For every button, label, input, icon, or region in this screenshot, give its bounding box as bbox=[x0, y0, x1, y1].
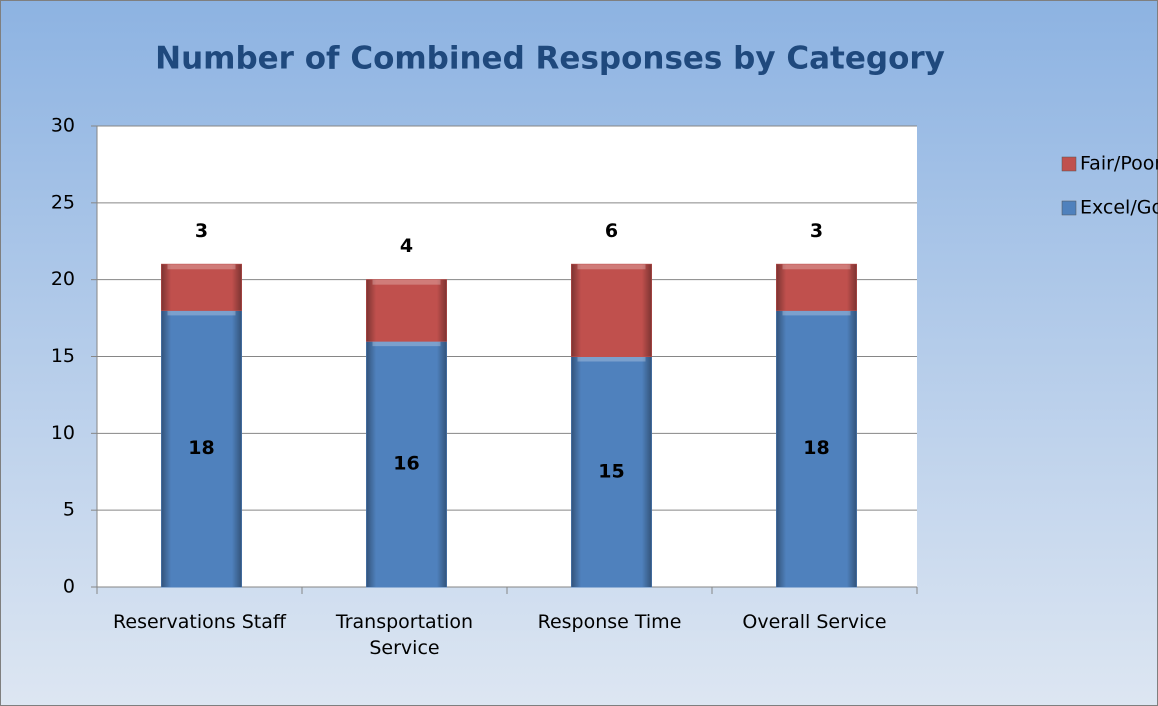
bar-shade bbox=[161, 310, 242, 587]
data-label: 18 bbox=[803, 437, 829, 459]
legend-label: Excel/Good bbox=[1080, 197, 1158, 219]
bar-bevel bbox=[782, 310, 851, 316]
bar-shade bbox=[776, 310, 857, 587]
data-label: 3 bbox=[195, 220, 208, 242]
bar-shade bbox=[366, 341, 447, 587]
y-tick-label: 15 bbox=[51, 345, 75, 367]
x-tick-label: Reservations Staff bbox=[113, 611, 286, 633]
bar-bevel bbox=[782, 264, 851, 270]
bar-bevel bbox=[372, 341, 441, 347]
data-label: 16 bbox=[393, 453, 419, 475]
y-tick-label: 0 bbox=[63, 576, 75, 598]
data-label: 3 bbox=[810, 220, 823, 242]
bar-shade bbox=[571, 356, 652, 587]
y-tick-label: 10 bbox=[51, 422, 75, 444]
data-label: 6 bbox=[605, 220, 618, 242]
x-tick-label: Overall Service bbox=[742, 611, 887, 633]
x-tick-label: Response Time bbox=[537, 611, 682, 633]
bar-bevel bbox=[372, 279, 441, 285]
legend-swatch bbox=[1061, 200, 1077, 216]
bar-bevel bbox=[167, 264, 236, 270]
bar-shade bbox=[161, 264, 242, 311]
bar-shade bbox=[366, 279, 447, 342]
bar-shade bbox=[776, 264, 857, 311]
chart-title: Number of Combined Responses by Category bbox=[155, 41, 945, 77]
y-tick-label: 20 bbox=[51, 268, 75, 290]
data-label: 4 bbox=[400, 235, 413, 257]
legend-label: Fair/Poor bbox=[1080, 153, 1158, 175]
y-tick-label: 5 bbox=[63, 499, 75, 521]
bar-bevel bbox=[577, 264, 646, 270]
x-tick-label: Transportation Service bbox=[335, 611, 474, 659]
data-label: 18 bbox=[188, 437, 214, 459]
y-tick-label: 25 bbox=[51, 191, 75, 213]
data-label: 15 bbox=[598, 460, 624, 482]
legend-swatch bbox=[1061, 156, 1077, 172]
bar-bevel bbox=[167, 310, 236, 316]
bar-bevel bbox=[577, 356, 646, 362]
bar-shade bbox=[571, 264, 652, 357]
y-tick-label: 30 bbox=[51, 115, 75, 137]
